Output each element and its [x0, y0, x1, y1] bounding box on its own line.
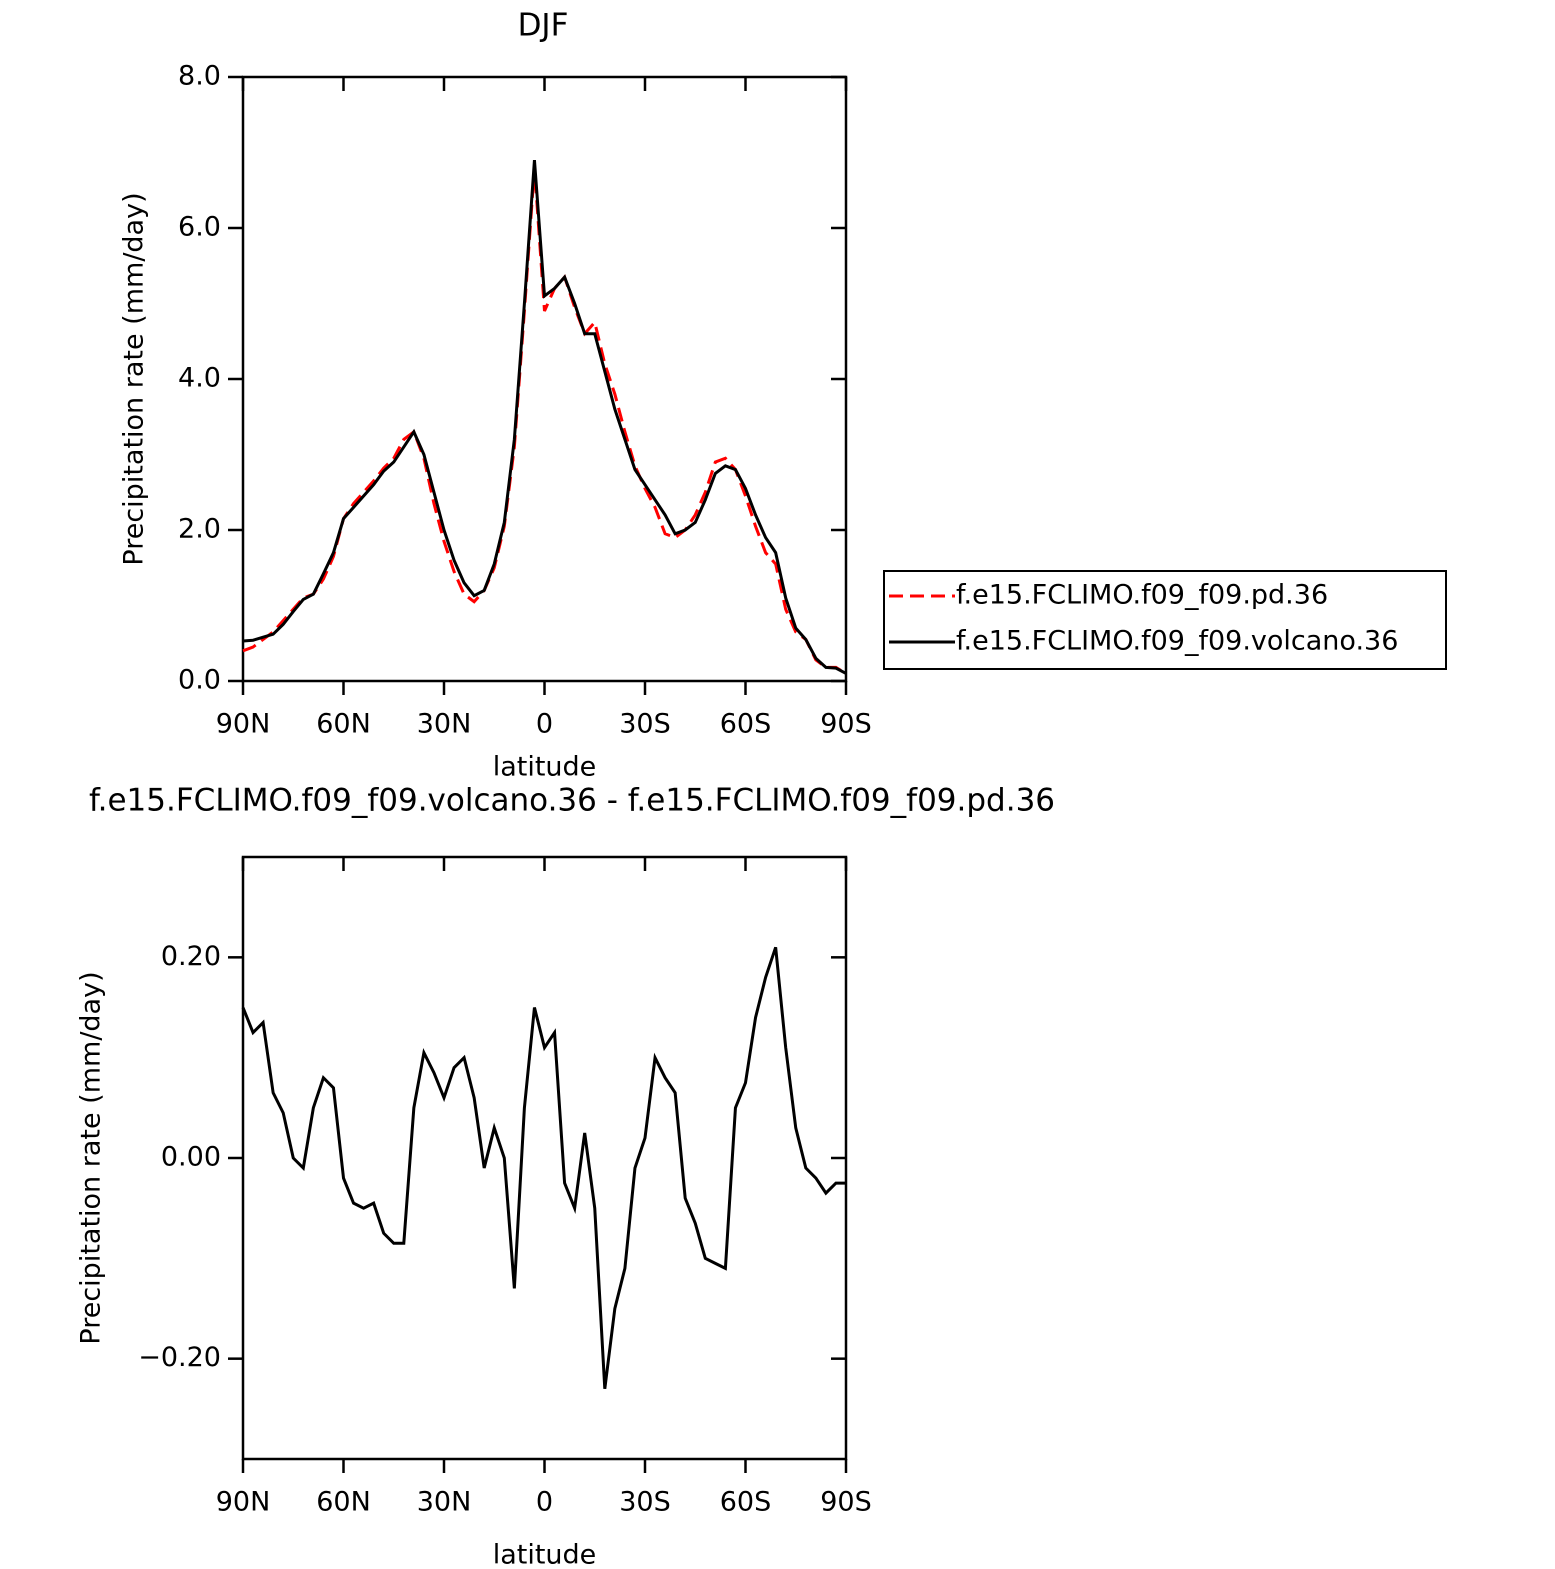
- y-tick-label: 2.0: [178, 514, 221, 545]
- y-tick-label: 0.00: [161, 1142, 221, 1173]
- chart-title: f.e15.FCLIMO.f09_f09.volcano.36 - f.e15.…: [89, 783, 1055, 819]
- chart-title: DJF: [518, 8, 569, 44]
- x-tick-label: 90S: [820, 709, 872, 740]
- x-axis-label: latitude: [493, 752, 597, 783]
- x-tick-label: 30N: [417, 709, 472, 740]
- y-axis-label: Precipitation rate (mm/day): [119, 192, 150, 565]
- y-tick-label: 0.0: [178, 665, 221, 696]
- y-tick-label: 8.0: [178, 61, 221, 92]
- x-tick-label: 90S: [820, 1487, 872, 1518]
- x-tick-label: 60N: [316, 709, 371, 740]
- y-axis-label: Precipitation rate (mm/day): [76, 971, 107, 1344]
- series-line: [241, 946, 846, 1389]
- series-line: [242, 167, 847, 675]
- x-axis-label: latitude: [493, 1540, 597, 1569]
- x-tick-label: 60S: [720, 709, 772, 740]
- series-line: [242, 159, 847, 675]
- x-tick-label: 60S: [720, 1487, 772, 1518]
- x-tick-label: 60N: [316, 1487, 371, 1518]
- x-tick-label: 30N: [417, 1487, 472, 1518]
- x-tick-label: 30S: [619, 709, 671, 740]
- legend-box: [883, 570, 1447, 670]
- legend-label: f.e15.FCLIMO.f09_f09.pd.36: [956, 580, 1328, 611]
- x-tick-label: 90N: [216, 709, 271, 740]
- plot-frame: [241, 75, 848, 683]
- y-tick-label: 0.20: [161, 941, 221, 972]
- x-tick-label: 0: [536, 1487, 553, 1518]
- plot-frame: [241, 855, 848, 1461]
- y-tick-label: 4.0: [178, 363, 221, 394]
- legend-label: f.e15.FCLIMO.f09_f09.volcano.36: [956, 626, 1398, 657]
- x-tick-label: 30S: [619, 1487, 671, 1518]
- y-tick-label: 6.0: [178, 212, 221, 243]
- x-tick-label: 90N: [216, 1487, 271, 1518]
- x-tick-label: 0: [536, 709, 553, 740]
- y-tick-label: −0.20: [138, 1342, 221, 1373]
